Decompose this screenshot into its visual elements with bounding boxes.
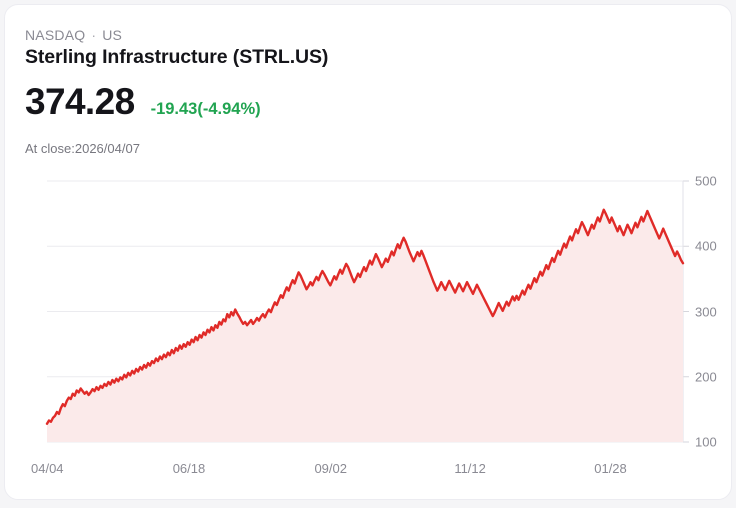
price-line <box>45 208 685 425</box>
close-timestamp: At close:2026/04/07 <box>25 141 140 156</box>
x-axis-labels: 04/04 06/18 09/02 11/12 01/28 <box>5 453 731 477</box>
current-price: 374.28 <box>25 81 135 122</box>
page-title: Sterling Infrastructure (STRL.US) <box>25 46 329 68</box>
x-axis-label-04-04: 04/04 <box>31 461 64 476</box>
area-fill <box>47 209 683 442</box>
stock-quote-card: NASDAQ · US Sterling Infrastructure (STRL.… <box>4 4 732 500</box>
x-axis-label-11-12: 11/12 <box>454 461 486 476</box>
exchange-name: NASDAQ <box>25 27 86 43</box>
x-axis-label-09-02: 09/02 <box>314 461 347 476</box>
separator-dot: · <box>91 27 97 43</box>
price-row: 374.28 -19.43(-4.94%) <box>25 83 261 120</box>
country-code: US <box>102 27 123 43</box>
price-change: -19.43(-4.94%) <box>150 100 261 118</box>
exchange-row: NASDAQ · US <box>25 27 122 43</box>
price-chart[interactable]: 100 200 300 400 500 04/04 06/18 09/02 11/12 01/2… <box>5 165 732 485</box>
x-axis-label-01-28: 01/28 <box>594 461 627 476</box>
chart-canvas[interactable] <box>5 165 732 485</box>
x-axis-label-06-18: 06/18 <box>172 461 206 476</box>
